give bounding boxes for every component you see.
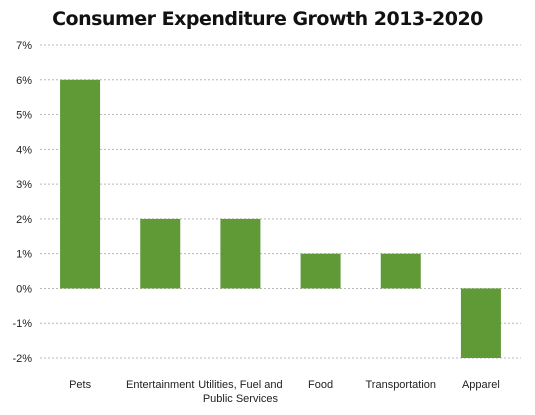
x-tick-label: Transportation [365,379,436,391]
bar [60,79,101,289]
bar [380,253,421,289]
y-tick-label: -2% [12,353,32,365]
x-tick-label: Entertainment [126,379,194,391]
y-tick-label: 6% [16,75,32,87]
y-tick-label: 5% [16,110,32,122]
y-tick-label: 1% [16,249,32,261]
y-tick-label: 7% [16,40,32,52]
x-tick-label: Pets [69,379,92,391]
bar [220,218,261,289]
bar [300,253,341,289]
y-tick-label: 3% [16,179,32,191]
y-tick-label: -1% [12,318,32,330]
y-tick-label: 0% [16,283,32,295]
bar [460,288,501,358]
y-tick-label: 4% [16,144,32,156]
x-tick-label: Food [308,379,333,391]
chart-title: Consumer Expenditure Growth 2013-2020 [52,8,483,30]
x-tick-label: Public Services [203,393,279,405]
x-tick-label: Apparel [462,379,500,391]
x-tick-label: Utilities, Fuel and [198,379,282,391]
bar [140,218,181,289]
y-tick-label: 2% [16,214,32,226]
